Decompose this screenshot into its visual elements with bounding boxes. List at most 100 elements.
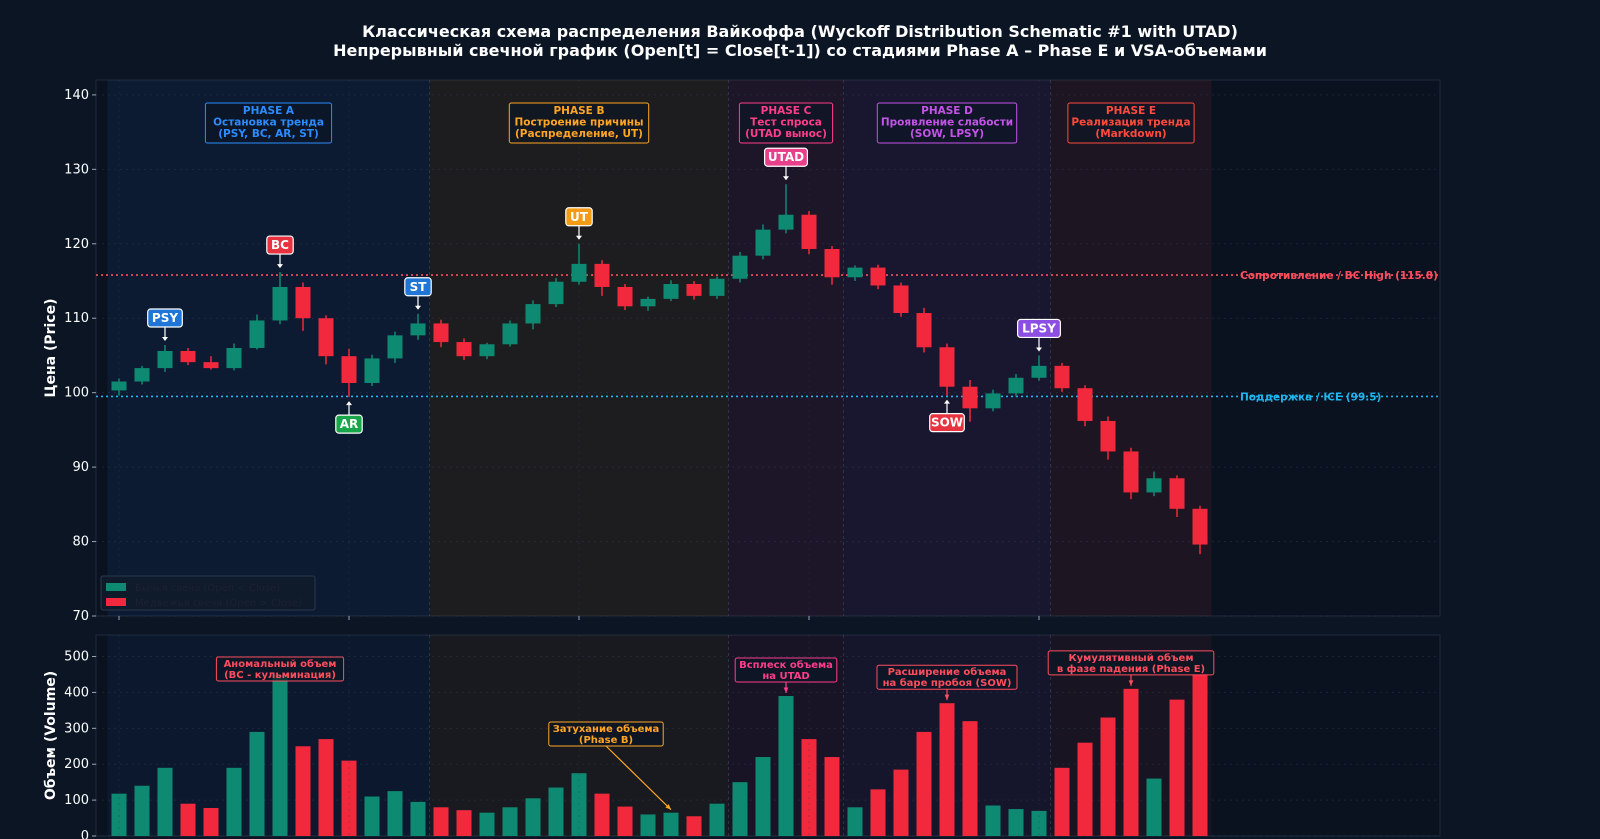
annotation-text: (Phase B) (579, 735, 633, 746)
event-arrowhead (277, 264, 283, 269)
annotation-arrowhead (1128, 680, 1134, 686)
bull-candle (732, 255, 748, 279)
bear-candle (801, 214, 817, 249)
volume-bar (801, 739, 817, 836)
price-tick-label: 100 (64, 386, 89, 401)
event-box (929, 413, 965, 433)
volume-bar (594, 793, 610, 836)
event-box (1016, 318, 1061, 339)
volume-axis-label: Объем (Volume) (43, 671, 59, 800)
volume-bar (824, 757, 840, 836)
volume-bar (1077, 742, 1093, 836)
annotation-box (215, 656, 345, 682)
price-tick-label: 140 (64, 88, 89, 103)
annotation-text: (BC - кульминация) (224, 670, 336, 681)
volume-bar (985, 805, 1001, 836)
phase-label-text: (SOW, LPSY) (910, 128, 984, 140)
volume-tick-label: 400 (64, 685, 89, 700)
bull-candle (548, 281, 564, 305)
phase-label-box (876, 102, 1018, 144)
bull-candle (571, 263, 587, 282)
volume-bar (525, 798, 541, 836)
volume-bar (686, 816, 702, 836)
event-box (147, 308, 183, 328)
bear-candle (962, 386, 978, 409)
event-label-bc: BC (266, 235, 294, 269)
phase-label-box (204, 102, 333, 144)
bear-candle (180, 350, 196, 363)
bear-candle (1100, 420, 1116, 452)
bear-candle (456, 342, 472, 357)
phase-label-box (738, 102, 834, 144)
event-arrowhead (576, 235, 582, 240)
phase-label-text: PHASE E (1106, 105, 1156, 117)
volume-bar (341, 760, 357, 836)
phase-label-text: Остановка тренда (213, 117, 324, 129)
bear-candle (893, 285, 909, 314)
bear-candle (594, 263, 610, 287)
annotation-arrowhead (665, 804, 671, 810)
phase-label-text: (Распределение, UT) (515, 128, 643, 140)
bull-candle (755, 229, 771, 256)
event-arrowhead (944, 399, 950, 404)
bull-candle (157, 350, 173, 369)
volume-bar (1054, 767, 1070, 836)
event-label-utad: UTAD (763, 147, 808, 181)
price-tick-label: 70 (72, 609, 89, 624)
phase-label-text: Проявление слабости (881, 117, 1013, 129)
bull-legend-label: Бычья свеча (Open < Close) (135, 583, 280, 594)
phase-label-text: (Markdown) (1095, 128, 1166, 140)
volume-bar (1008, 809, 1024, 836)
annotation-text: Аномальный объем (224, 658, 337, 670)
event-text: PSY (152, 311, 178, 325)
event-box (335, 414, 363, 434)
bull-candle (778, 214, 794, 230)
bear-legend-label: Медвежья свеча (Open > Close) (135, 598, 302, 609)
phase-label-text: Тест спроса (750, 117, 822, 129)
bull-candle (249, 320, 265, 348)
volume-annotation-1: Аномальный объем(BC - кульминация) (215, 656, 345, 682)
volume-bar (640, 814, 656, 836)
event-label-st: ST (404, 277, 432, 310)
price-tick-label: 110 (64, 311, 89, 326)
volume-bar (755, 757, 771, 836)
annotation-text: Кумулятивный объем (1068, 652, 1193, 664)
volume-bar (318, 739, 334, 836)
bull-candle (847, 267, 863, 278)
event-box (763, 147, 808, 167)
annotation-text: на UTAD (762, 671, 809, 682)
event-box (404, 277, 432, 297)
bull-candle (1146, 478, 1162, 493)
volume-bar (387, 791, 403, 836)
volume-bar (847, 807, 863, 836)
volume-bar (134, 785, 150, 836)
event-label-ar: AR (335, 401, 363, 434)
bull-candle (640, 298, 656, 307)
chart-title: Классическая схема распределения Вайкофф… (0, 22, 1600, 60)
price-tick-label: 130 (64, 162, 89, 177)
event-label-psy: PSY (147, 308, 183, 342)
phase-band-5 (1050, 80, 1212, 616)
bear-candle (916, 313, 932, 348)
volume-panel: 0 100 200 300 400 500 Объем (Volume) Аномальный… (43, 634, 1441, 839)
price-tick-label: 120 (64, 237, 89, 252)
volume-bar (479, 812, 495, 836)
bear-candle (1123, 451, 1139, 493)
volume-bar (1123, 688, 1139, 836)
bear-candle (433, 323, 449, 343)
volume-annotation-2: Затухание объема(Phase B) (548, 721, 672, 811)
annotation-arrow (605, 745, 672, 811)
event-text: ST (410, 280, 428, 294)
volume-bar (249, 731, 265, 836)
volume-tick-label: 300 (64, 721, 89, 736)
event-label-ut: UT (565, 207, 593, 240)
volume-bar (1192, 674, 1208, 836)
volume-bar (732, 782, 748, 836)
volume-bar (962, 721, 978, 836)
legend: Бычья свеча (Open < Close) Медвежья свеча… (100, 575, 316, 611)
